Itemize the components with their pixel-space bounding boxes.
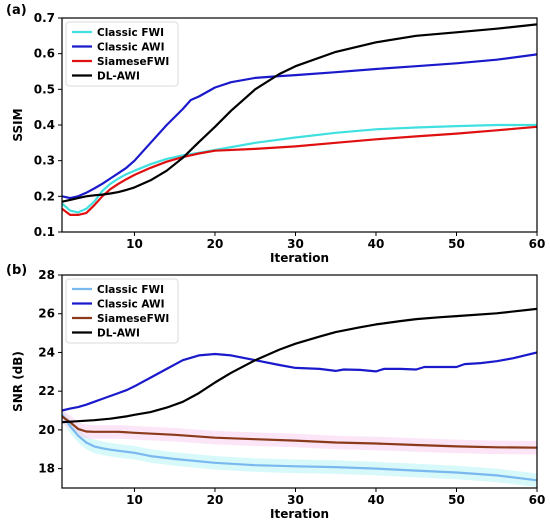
x-tick-label: 20 [207,493,224,507]
chart-panel-a: 10 20 30 40 50 60 0.1 0.2 0.3 0.4 0.5 0.6 0.7 Iterati… [6,3,545,265]
y-tick-label: 0.7 [34,11,55,25]
axes-frame [61,274,538,489]
y-tick-label: 0.4 [34,118,55,132]
legend-box [65,21,179,87]
y-tick-label: 24 [38,345,55,359]
series-line-classic-fwi [62,413,537,482]
panel-label: (b) [6,263,27,278]
x-axis-label: Iteration [270,507,329,521]
series-line-siamesefwi [62,415,537,449]
x-tick-label: 50 [448,237,465,251]
y-tick-label: 0.2 [34,189,55,203]
x-tick-label: 20 [207,237,224,251]
series-line-classic-fwi [62,123,537,214]
legend-entry: Classic AWI [97,298,165,310]
panel-label: (a) [6,3,27,18]
x-tick-label: 10 [126,493,143,507]
x-tick-label: 60 [529,493,546,507]
series-line-dl-awi [62,307,537,424]
y-tick-label: 0.3 [34,154,55,168]
x-tick-label: 10 [126,237,143,251]
x-tick-label: 60 [529,237,546,251]
y-tick-label: 0.1 [34,225,55,239]
band-classic-fwi [62,407,537,487]
band-siamesefwi [62,409,537,455]
series-line-classic-awi [62,53,537,200]
chart-panel-b: 10 20 30 40 50 60 18 20 22 24 26 28 Iteration SNR (dB… [6,263,545,521]
legend-entry: DL-AWI [97,327,140,339]
x-tick-label: 30 [287,237,304,251]
y-axis-label: SNR (dB) [11,351,25,412]
y-tick-label: 0.5 [34,82,55,96]
x-tick-label: 30 [287,493,304,507]
x-tick-label: 40 [368,237,385,251]
legend: Classic FWI Classic AWI SiameseFWI DL-AWI [65,21,179,87]
series-line-dl-awi [62,23,537,203]
legend-box [65,278,179,344]
legend-entry: DL-AWI [97,70,140,82]
y-tick-label: 26 [38,307,55,321]
legend-entry: SiameseFWI [97,313,169,325]
legend-entry: Classic FWI [97,284,164,296]
y-tick-label: 22 [38,384,55,398]
x-axis-label: Iteration [270,251,329,265]
legend-entry: Classic AWI [97,41,165,53]
legend-entry: Classic FWI [97,27,164,39]
y-tick-label: 0.6 [34,47,55,61]
legend: Classic FWI Classic AWI SiameseFWI DL-AWI [65,278,179,344]
series-group [62,23,537,216]
x-tick-label: 50 [448,493,465,507]
y-tick-label: 20 [38,423,55,437]
series-group [62,307,537,487]
series-line-siamesefwi [62,125,537,216]
series-line-classic-awi [62,351,537,412]
x-tick-label: 40 [368,493,385,507]
y-tick-label: 18 [38,462,55,476]
y-axis-label: SSIM [11,108,25,141]
legend-entry: SiameseFWI [97,56,169,68]
y-tick-label: 28 [38,268,55,282]
